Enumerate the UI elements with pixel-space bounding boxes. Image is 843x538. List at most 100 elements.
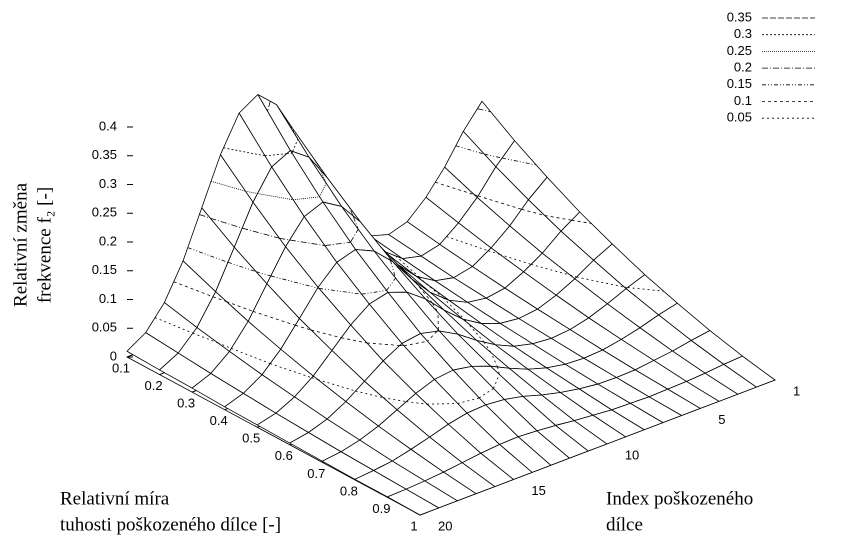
z-tick-label: 0.15 [92,262,117,277]
x-tick-label: 0.5 [242,431,260,446]
y-tick-label: 1 [793,383,800,398]
contour [544,215,572,221]
x-axis-label: Relativní míra [60,488,170,509]
y-tick-label: 5 [718,412,725,427]
contour [484,153,503,159]
contour [383,397,407,403]
y-axis-label: Index poškozeného [606,488,753,509]
contour [154,317,193,334]
contour [279,237,290,241]
contour [349,207,354,217]
contour [257,193,294,201]
contour [390,260,396,279]
contour [499,254,532,265]
contour [570,274,577,278]
y-tick-label: 20 [438,518,452,533]
x-axis-label: tuhosti poškozeného dílce [-] [60,514,281,535]
x-tick-label: 0.3 [177,396,195,411]
x-tick-label: 0.4 [210,413,228,428]
contour [227,261,257,272]
x-tick-label: 1 [410,518,417,533]
legend-label: 0.15 [727,76,752,91]
contour [252,311,296,326]
contour [267,101,271,112]
contour [212,296,227,302]
contour [403,340,428,347]
x-tick-label: 0.2 [145,378,163,393]
contour [311,329,342,339]
contour [427,403,458,405]
contour [270,363,312,379]
contour [311,377,319,381]
z-axis-label: Relativní změna [10,182,31,307]
contour [418,276,426,284]
contour [318,287,362,295]
legend-label: 0.1 [734,93,752,108]
contour [289,239,325,246]
contour [324,241,351,246]
contour [199,214,211,219]
z-tick-label: 0.2 [99,233,117,248]
contour [319,183,327,198]
contour [457,397,480,404]
legend-label: 0.35 [727,9,752,24]
contour [442,297,465,320]
contour [245,190,258,194]
z-tick-label: 0.05 [92,320,117,335]
contour [483,341,492,353]
contour [361,290,387,295]
contour [293,196,320,201]
contour [477,108,491,113]
x-tick-label: 0.8 [340,483,358,498]
legend-label: 0.25 [727,43,752,58]
legend-label: 0.05 [727,110,752,125]
contour [226,301,254,312]
surface-cell [387,488,440,516]
contour [352,215,359,230]
contour [270,275,318,289]
contour [317,379,356,392]
z-tick-label: 0.35 [92,147,117,162]
contour [242,227,280,239]
contour [530,264,571,276]
contour [455,145,485,155]
z-tick-label: 0.1 [99,291,117,306]
contour [488,250,501,255]
y-tick-label: 15 [531,483,545,498]
contour [341,337,368,344]
contour [288,122,299,140]
contour [467,322,485,343]
z-axis-label: frekvence f₂ [-] [34,187,55,303]
z-tick-label: 0.25 [92,205,117,220]
contour [464,319,468,324]
z-tick-label: 0.3 [99,176,117,191]
contour [427,331,438,342]
contour [231,348,271,364]
contour [210,217,243,229]
z-tick-label: 0.4 [99,118,117,133]
contour [576,276,625,288]
x-tick-label: 0.9 [372,501,390,516]
y-tick-label: 10 [625,447,639,462]
x-tick-label: 0.7 [307,466,325,481]
contour [223,147,266,157]
contour [446,236,489,252]
contour [627,287,664,292]
legend-label: 0.2 [734,60,752,75]
x-tick-label: 0.1 [112,360,130,375]
contour [395,255,420,278]
contour [477,195,522,210]
contour [386,277,396,291]
contour [173,281,214,298]
contour [432,302,439,313]
legend-label: 0.3 [734,26,752,41]
contour [350,229,359,243]
contour [416,283,433,304]
contour [497,366,500,375]
contour [424,282,444,299]
contour [255,271,271,277]
contour [187,247,229,263]
contour [295,324,312,331]
x-tick-label: 0.6 [275,448,293,463]
